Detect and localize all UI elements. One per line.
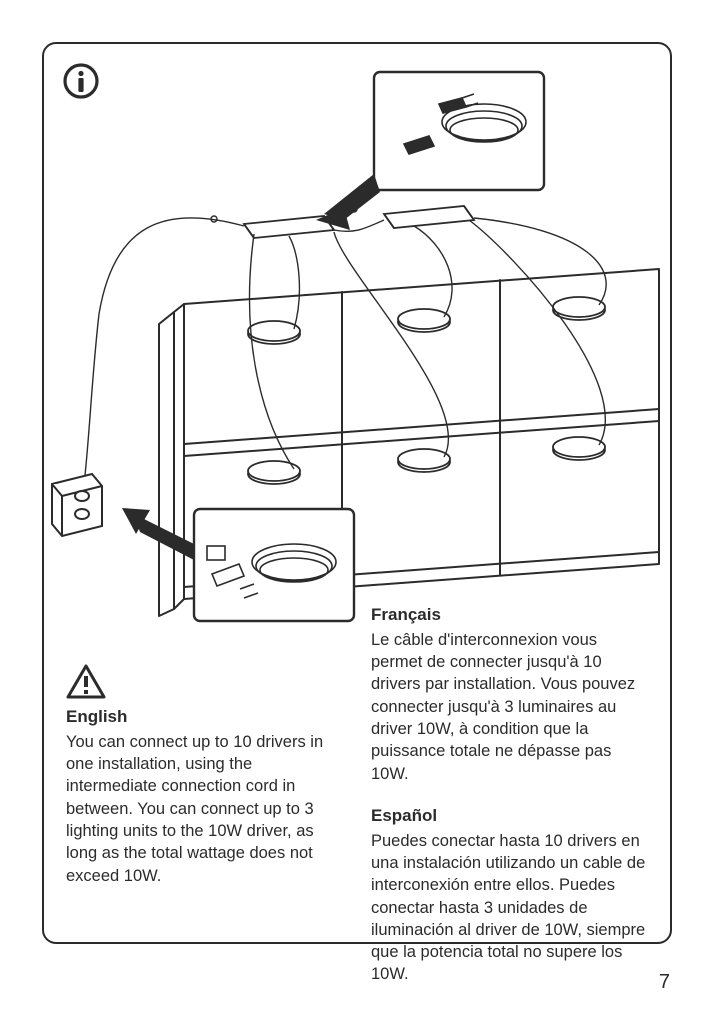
page: English You can connect up to 10 drivers… <box>0 0 714 1012</box>
page-number: 7 <box>659 971 670 994</box>
espanol-block: Español Puedes conectar hasta 10 drivers… <box>371 805 648 986</box>
warning-icon <box>66 664 343 700</box>
francais-title: Français <box>371 604 648 627</box>
english-title: English <box>66 706 343 729</box>
column-left: English You can connect up to 10 drivers… <box>66 664 343 986</box>
english-body: You can connect up to 10 drivers in one … <box>66 731 343 887</box>
francais-body: Le câble d'interconnexion vous permet de… <box>371 629 648 785</box>
column-right: Français Le câble d'interconnexion vous … <box>371 604 648 986</box>
content-frame: English You can connect up to 10 drivers… <box>42 42 672 944</box>
text-columns: English You can connect up to 10 drivers… <box>66 664 648 986</box>
espanol-title: Español <box>371 805 648 828</box>
espanol-body: Puedes conectar hasta 10 drivers en una … <box>371 830 648 986</box>
installation-diagram <box>44 44 670 604</box>
